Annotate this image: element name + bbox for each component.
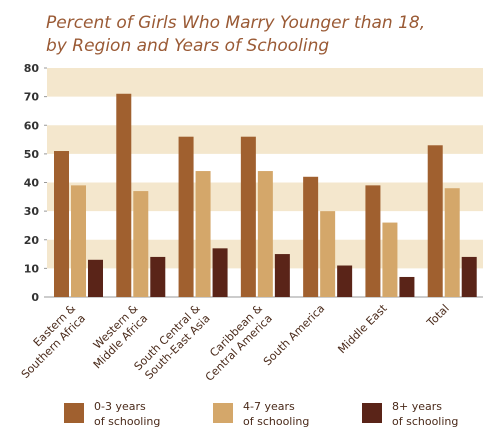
- bar: [399, 276, 415, 297]
- grid-band: [47, 125, 483, 154]
- y-tick-label: 0: [31, 291, 39, 304]
- bar: [320, 211, 336, 297]
- bar: [133, 191, 149, 297]
- legend-swatch: [213, 403, 233, 423]
- x-tick-label: South America: [261, 302, 327, 368]
- y-tick-label: 20: [24, 234, 40, 247]
- bar: [54, 151, 69, 297]
- y-tick-label: 60: [24, 119, 40, 132]
- bar: [212, 248, 228, 297]
- bar: [274, 254, 290, 297]
- legend-label: 0-3 years of schooling: [94, 400, 160, 428]
- bar: [195, 171, 211, 297]
- x-tick-label: Total: [424, 302, 452, 330]
- bar: [71, 185, 86, 297]
- x-tick-label: South Central &South-East Asia: [132, 302, 213, 383]
- bar: [178, 136, 194, 297]
- x-tick-label: Middle East: [335, 301, 390, 356]
- chart-title: Percent of Girls Who Marry Younger than …: [46, 13, 425, 56]
- bar: [240, 136, 256, 297]
- bar: [427, 145, 443, 297]
- y-tick-label: 40: [24, 177, 40, 190]
- bar: [116, 93, 132, 297]
- y-tick-label: 30: [24, 205, 40, 218]
- grid-band: [47, 68, 483, 97]
- bar: [444, 188, 460, 297]
- bar: [365, 185, 381, 297]
- legend-label: 8+ years of schooling: [392, 400, 458, 428]
- y-tick-label: 80: [24, 62, 40, 75]
- bar: [257, 171, 273, 297]
- bar: [303, 176, 319, 297]
- bar: [150, 256, 166, 297]
- y-tick-label: 70: [24, 91, 40, 104]
- bar: [461, 256, 477, 297]
- legend-swatch: [362, 403, 382, 423]
- y-tick-label: 10: [24, 262, 40, 275]
- legend-swatch: [64, 403, 84, 423]
- legend-label: 4-7 years of schooling: [243, 400, 309, 428]
- bar: [337, 265, 353, 297]
- y-tick-label: 50: [24, 148, 40, 161]
- bar: [382, 222, 398, 297]
- bar: [88, 259, 103, 297]
- x-tick-label: Eastern &Southern Africa: [9, 302, 88, 381]
